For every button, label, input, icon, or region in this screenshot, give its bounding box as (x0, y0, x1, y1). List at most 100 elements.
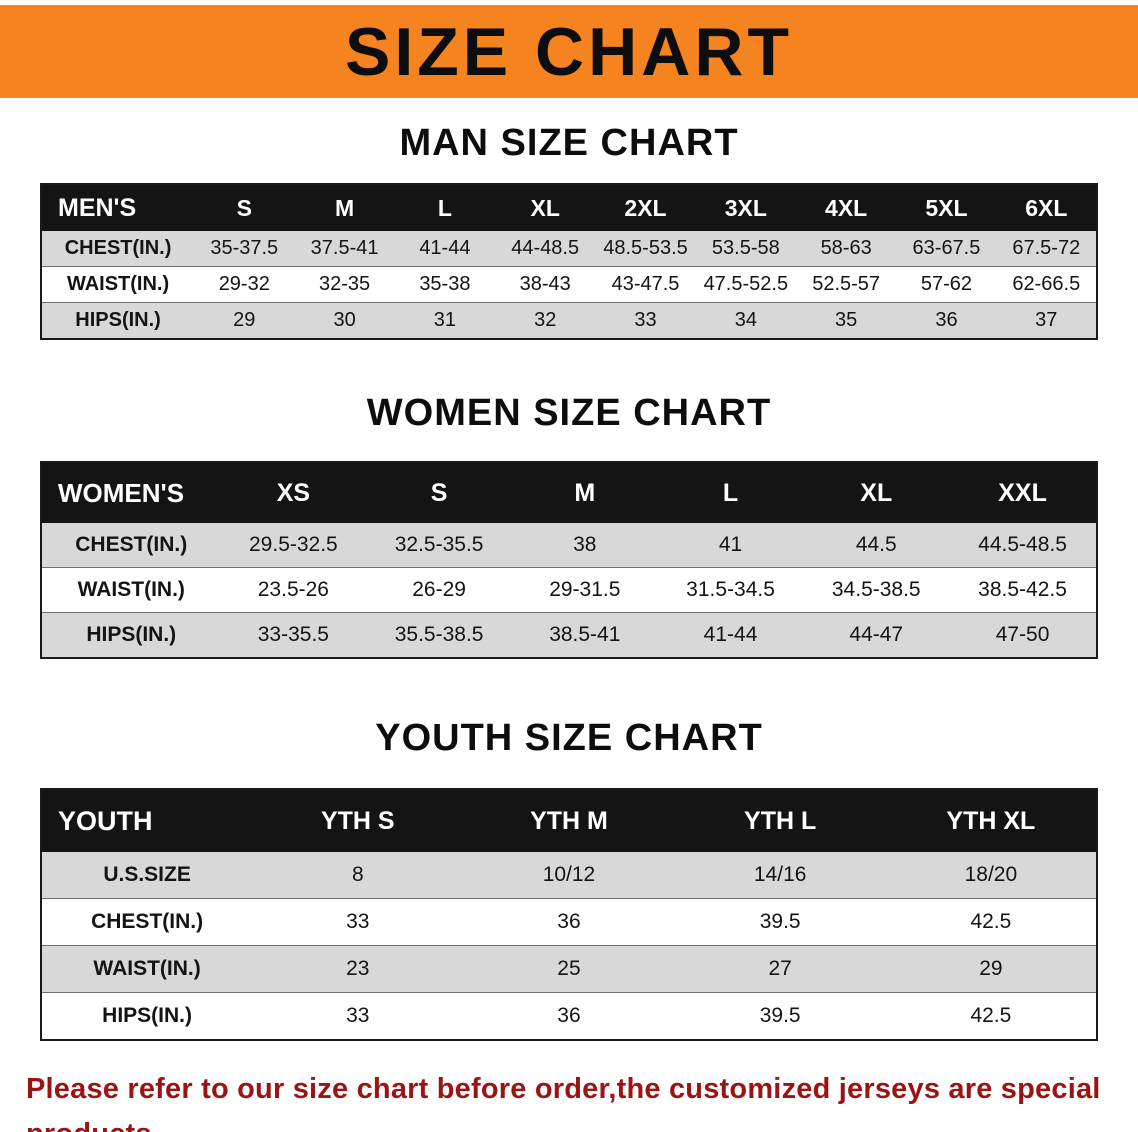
cell: 32.5-35.5 (366, 523, 512, 568)
table-row: U.S.SIZE 8 10/12 14/16 18/20 (41, 852, 1097, 899)
cell: 44.5-48.5 (949, 523, 1097, 568)
cell: 29-31.5 (511, 567, 658, 613)
cell: 29-32 (194, 266, 295, 303)
cell: 67.5-72 (996, 231, 1097, 267)
men-header-size: S (194, 184, 295, 231)
cell: 36 (896, 302, 997, 339)
cell: 30 (294, 302, 395, 339)
men-header-size: M (294, 184, 395, 231)
cell: 48.5-53.5 (595, 231, 696, 267)
cell: 27 (674, 945, 886, 993)
row-label: CHEST(IN.) (41, 898, 253, 946)
youth-header-label: YOUTH (41, 789, 253, 852)
cell: 53.5-58 (695, 231, 796, 267)
cell: 33 (252, 992, 464, 1040)
cell: 29 (885, 945, 1097, 993)
cell: 44-47 (803, 612, 950, 658)
cell: 44.5 (803, 523, 950, 568)
men-header-size: L (394, 184, 496, 231)
cell: 14/16 (674, 852, 886, 899)
men-header-size: 2XL (595, 184, 696, 231)
youth-header-size: YTH XL (885, 789, 1097, 852)
row-label: WAIST(IN.) (41, 945, 253, 993)
cell: 41-44 (657, 612, 804, 658)
cell: 33 (252, 898, 464, 946)
table-row: CHEST(IN.) 35-37.5 37.5-41 41-44 44-48.5… (41, 231, 1097, 267)
table-row: HIPS(IN.) 29 30 31 32 33 34 35 36 37 (41, 302, 1097, 339)
cell: 33-35.5 (220, 612, 367, 658)
table-row: WAIST(IN.) 29-32 32-35 35-38 38-43 43-47… (41, 266, 1097, 303)
cell: 35-38 (394, 266, 496, 303)
women-header-row: WOMEN'S XS S M L XL XXL (41, 462, 1097, 523)
cell: 31 (394, 302, 496, 339)
cell: 23.5-26 (220, 567, 367, 613)
cell: 37 (996, 302, 1097, 339)
men-header-size: 3XL (695, 184, 796, 231)
row-label: WAIST(IN.) (41, 567, 221, 613)
youth-table-wrap: YOUTH YTH S YTH M YTH L YTH XL U.S.SIZE … (40, 788, 1098, 1041)
men-header-label: MEN'S (41, 184, 195, 231)
cell: 35.5-38.5 (366, 612, 512, 658)
cell: 32-35 (294, 266, 395, 303)
men-section-heading: MAN SIZE CHART (399, 122, 739, 164)
row-label: WAIST(IN.) (41, 266, 195, 303)
table-row: HIPS(IN.) 33-35.5 35.5-38.5 38.5-41 41-4… (41, 612, 1097, 658)
cell: 44-48.5 (495, 231, 596, 267)
women-header-size: XXL (949, 462, 1097, 523)
cell: 18/20 (885, 852, 1097, 899)
cell: 42.5 (885, 898, 1097, 946)
cell: 63-67.5 (896, 231, 997, 267)
cell: 41 (657, 523, 804, 568)
table-row: HIPS(IN.) 33 36 39.5 42.5 (41, 992, 1097, 1040)
table-row: WAIST(IN.) 23.5-26 26-29 29-31.5 31.5-34… (41, 567, 1097, 613)
men-header-size: 4XL (795, 184, 897, 231)
cell: 47.5-52.5 (695, 266, 796, 303)
cell: 31.5-34.5 (657, 567, 804, 613)
men-header-size: 5XL (896, 184, 997, 231)
women-size-table: WOMEN'S XS S M L XL XXL CHEST(IN.) 29.5-… (40, 461, 1098, 659)
cell: 23 (252, 945, 464, 993)
women-header-size: S (366, 462, 512, 523)
youth-size-table: YOUTH YTH S YTH M YTH L YTH XL U.S.SIZE … (40, 788, 1098, 1041)
cell: 38.5-42.5 (949, 567, 1097, 613)
cell: 58-63 (795, 231, 897, 267)
women-header-size: M (511, 462, 658, 523)
men-header-size: XL (495, 184, 596, 231)
cell: 8 (252, 852, 464, 899)
banner: SIZE CHART (0, 5, 1138, 98)
men-header-size: 6XL (996, 184, 1097, 231)
cell: 34 (695, 302, 796, 339)
table-row: CHEST(IN.) 33 36 39.5 42.5 (41, 898, 1097, 946)
cell: 32 (495, 302, 596, 339)
cell: 29 (194, 302, 295, 339)
row-label: CHEST(IN.) (41, 523, 221, 568)
cell: 25 (463, 945, 675, 993)
cell: 37.5-41 (294, 231, 395, 267)
cell: 57-62 (896, 266, 997, 303)
cell: 38-43 (495, 266, 596, 303)
cell: 29.5-32.5 (220, 523, 367, 568)
footer-note: Please refer to our size chart before or… (26, 1067, 1112, 1132)
cell: 26-29 (366, 567, 512, 613)
cell: 62-66.5 (996, 266, 1097, 303)
women-header-size: XL (803, 462, 950, 523)
youth-header-size: YTH S (252, 789, 464, 852)
cell: 41-44 (394, 231, 496, 267)
cell: 10/12 (463, 852, 675, 899)
footer-note-line1: Please refer to our size chart before or… (26, 1073, 1101, 1132)
cell: 36 (463, 992, 675, 1040)
cell: 43-47.5 (595, 266, 696, 303)
women-table-wrap: WOMEN'S XS S M L XL XXL CHEST(IN.) 29.5-… (40, 461, 1098, 659)
men-table-wrap: MEN'S S M L XL 2XL 3XL 4XL 5XL 6XL CHEST… (40, 183, 1098, 340)
cell: 35 (795, 302, 897, 339)
row-label: CHEST(IN.) (41, 231, 195, 267)
row-label: HIPS(IN.) (41, 302, 195, 339)
table-row: WAIST(IN.) 23 25 27 29 (41, 945, 1097, 993)
cell: 39.5 (674, 992, 886, 1040)
women-header-size: L (657, 462, 804, 523)
banner-title: SIZE CHART (345, 13, 793, 90)
table-row: CHEST(IN.) 29.5-32.5 32.5-35.5 38 41 44.… (41, 523, 1097, 568)
cell: 36 (463, 898, 675, 946)
cell: 38.5-41 (511, 612, 658, 658)
